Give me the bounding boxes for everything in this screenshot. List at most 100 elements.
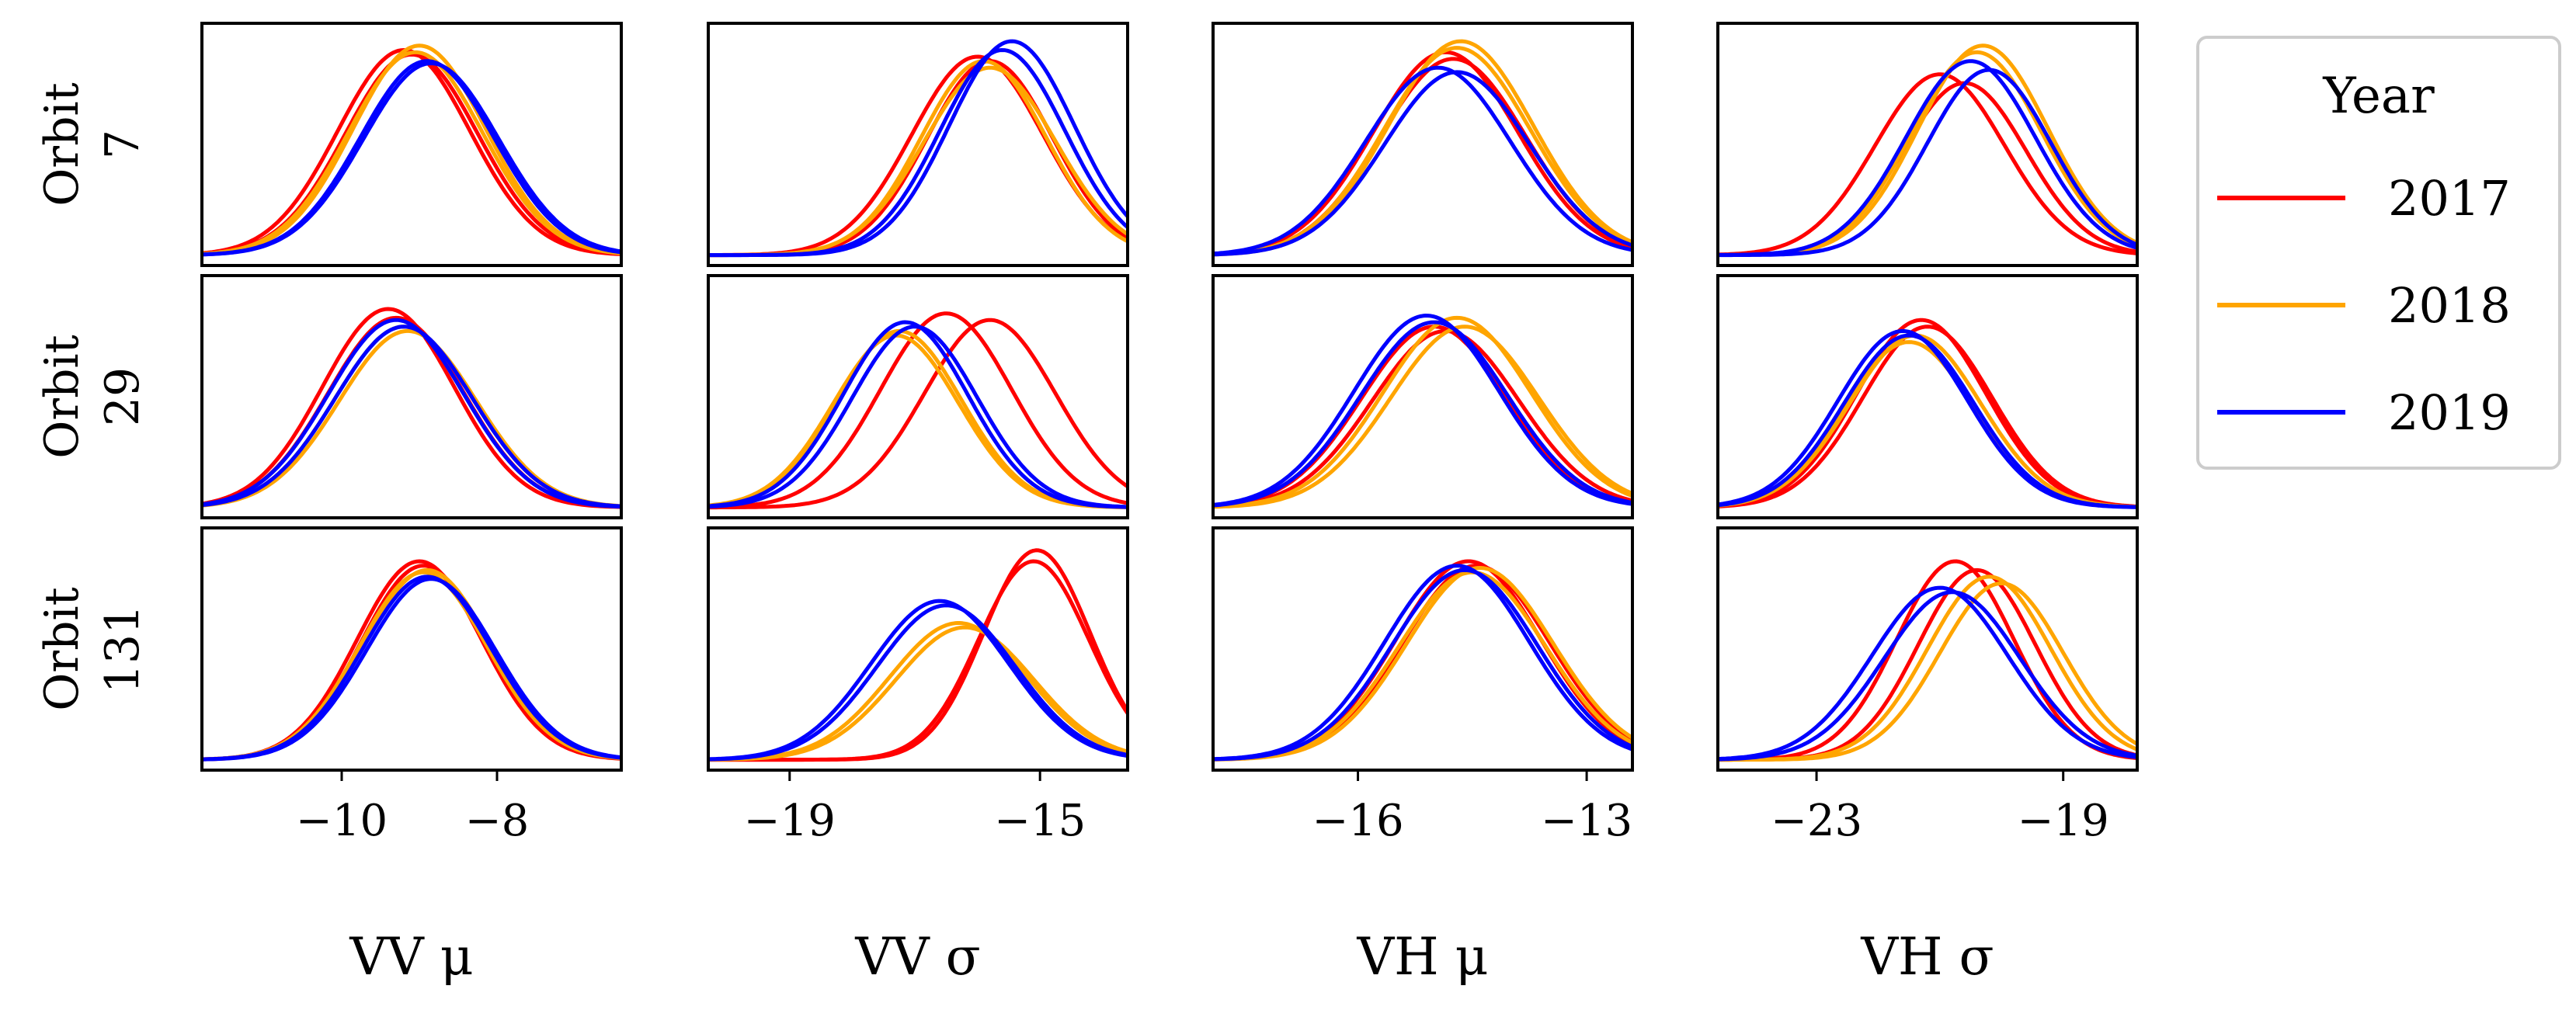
curve-2018-r0-c2-3	[1212, 46, 1633, 257]
panel-r1-c2	[1212, 274, 1634, 519]
curve-2019-r2-c0-5	[201, 577, 622, 762]
curve-2019-r2-c3-5	[1718, 590, 2138, 762]
panel-r0-c1	[707, 22, 1129, 267]
panel-r2-c3: −23 −19	[1716, 526, 2139, 846]
curve-2019-r1-c0-4	[201, 318, 622, 509]
curve-2019-r1-c2-4	[1212, 314, 1633, 507]
curve-2019-r1-c2-5	[1212, 320, 1633, 508]
panel-r0-c2	[1212, 22, 1634, 267]
row-label-1-line1: Orbit	[35, 335, 89, 459]
panel-r2-c2: −16 −13	[1212, 526, 1634, 846]
panel-r0-c0	[200, 22, 623, 267]
row-label-0-line1: Orbit	[35, 82, 89, 207]
panel-r1-c3	[1716, 274, 2139, 519]
curve-2019-r0-c0-5	[201, 61, 622, 257]
panel-frame-r1-c0	[200, 274, 623, 519]
legend-title: Year	[2322, 68, 2435, 125]
plot-grid: −10 −8 −19 −15 −16 −13 −23 −19	[200, 22, 2139, 846]
curve-2019-r1-c1-4	[707, 320, 1128, 509]
curve-2019-r0-c2-5	[1212, 70, 1633, 257]
legend-label-2017: 2017	[2388, 170, 2511, 227]
panel-r2-c1: −19 −15	[707, 526, 1130, 846]
panel-frame-r0-c3	[1716, 22, 2139, 267]
x-axis-title-c0: VV μ	[349, 927, 473, 987]
curve-2017-r0-c2-1	[1212, 57, 1633, 257]
row-label-2: Orbit 131	[35, 587, 150, 711]
curve-2018-r2-c3-3	[1718, 581, 2139, 762]
x-tick-label-c1-1: −15	[994, 796, 1086, 846]
x-tick-label-c1-0: −19	[744, 796, 836, 846]
curve-2018-r1-c2-3	[1212, 325, 1634, 509]
x-tick-label-c3-0: −23	[1771, 796, 1862, 846]
curve-2019-r1-c0-5	[201, 325, 622, 508]
panel-frame-r1-c1	[707, 274, 1129, 519]
x-axis-title-c1: VV σ	[854, 927, 980, 987]
row-label-0-line2: 7	[96, 130, 150, 159]
curve-2018-r1-c1-2	[707, 333, 1128, 509]
panel-frame-r2-c3	[1716, 526, 2139, 772]
curve-2019-r0-c3-5	[1718, 68, 2138, 258]
curve-2017-r2-c0-1	[201, 564, 622, 762]
curve-2018-r2-c0-3	[201, 570, 622, 762]
curve-2017-r2-c1-1	[708, 559, 1130, 762]
curve-2018-r2-c1-3	[708, 625, 1128, 762]
row-label-1-line2: 29	[96, 367, 150, 426]
curve-2017-r1-c3-0	[1717, 318, 2138, 509]
curve-2018-r2-c0-2	[201, 567, 622, 762]
panel-frame-r1-c2	[1212, 274, 1634, 519]
curve-2018-r0-c0-2	[201, 43, 622, 256]
panel-frame-r0-c2	[1212, 22, 1634, 267]
curve-2019-r2-c1-4	[707, 599, 1128, 762]
curve-2017-r2-c0-0	[201, 559, 622, 762]
x-tick-label-c0-0: −10	[296, 796, 388, 846]
row-label-2-line2: 131	[96, 605, 150, 694]
curve-2017-r1-c3-1	[1717, 325, 2138, 508]
curve-2019-r0-c2-4	[1212, 65, 1633, 256]
panel-frame-r0-c0	[200, 22, 623, 267]
curve-2019-r2-c1-5	[707, 603, 1128, 762]
legend-label-2019: 2019	[2388, 384, 2511, 441]
curve-2019-r1-c1-5	[707, 325, 1128, 509]
curve-2018-r0-c3-3	[1718, 50, 2138, 257]
curve-2019-r0-c1-5	[708, 39, 1129, 258]
x-tick-label-c0-1: −8	[465, 796, 530, 846]
panel-frame-r0-c1	[707, 22, 1129, 267]
x-tick-label-c2-0: −16	[1312, 796, 1403, 846]
curve-2018-r1-c2-2	[1212, 315, 1633, 508]
curve-2017-r1-c1-0	[708, 311, 1128, 509]
curve-2019-r2-c3-4	[1717, 585, 2138, 761]
curve-2019-r0-c3-4	[1717, 59, 2138, 257]
curve-2019-r2-c2-4	[1212, 564, 1633, 762]
row-label-2-line1: Orbit	[35, 587, 89, 711]
curve-2017-r0-c2-0	[1212, 50, 1633, 256]
curve-2019-r0-c0-4	[201, 59, 622, 257]
panel-frame-r2-c2	[1212, 526, 1634, 772]
curve-2017-r2-c3-1	[1718, 567, 2138, 762]
curve-2017-r1-c1-1	[708, 318, 1129, 510]
panel-frame-r2-c0	[200, 526, 623, 772]
x-tick-label-c3-1: −19	[2018, 796, 2109, 846]
curve-2017-r0-c3-0	[1717, 72, 2138, 257]
panel-r1-c1	[707, 274, 1129, 519]
panel-r0-c3	[1716, 22, 2139, 267]
x-axis-title-c2: VH μ	[1356, 927, 1488, 987]
curve-2019-r2-c2-5	[1212, 567, 1634, 762]
legend-label-2018: 2018	[2388, 277, 2511, 334]
panel-frame-r2-c1	[707, 526, 1129, 772]
panel-frame-r1-c3	[1716, 274, 2139, 519]
curve-2018-r0-c0-3	[201, 50, 622, 256]
legend-box	[2196, 36, 2561, 470]
row-label-1: Orbit 29	[35, 335, 150, 459]
curve-2019-r1-c3-4	[1717, 328, 2138, 509]
panel-r1-c0	[200, 274, 623, 519]
row-label-0: Orbit 7	[35, 82, 150, 207]
panel-r2-c0: −10 −8	[200, 526, 623, 846]
curve-2018-r1-c1-3	[707, 328, 1128, 509]
x-axis-title-c3: VH σ	[1860, 927, 1994, 987]
curve-2018-r1-c3-3	[1717, 333, 2138, 509]
curve-2019-r1-c3-5	[1717, 333, 2137, 509]
x-axis-labels: VV μ VV σ VH μ VH σ	[349, 927, 1994, 987]
x-tick-label-c2-1: −13	[1541, 796, 1632, 846]
